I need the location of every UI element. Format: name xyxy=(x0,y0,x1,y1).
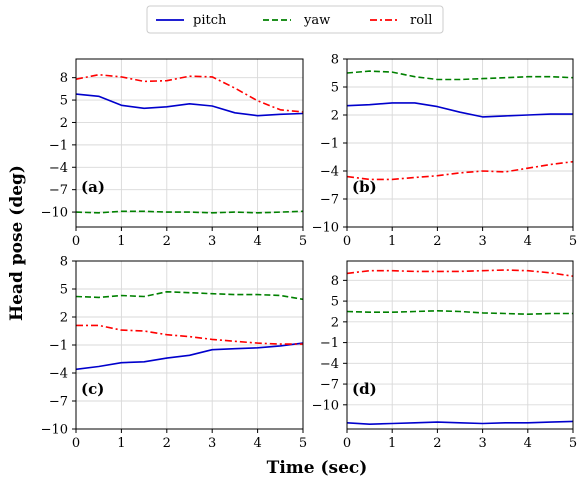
x-tick-label: 0 xyxy=(72,234,80,249)
x-tick-label: 3 xyxy=(478,234,486,249)
x-tick-label: 3 xyxy=(208,436,216,451)
y-tick-label: −10 xyxy=(312,221,339,236)
panel-label: (c) xyxy=(81,380,104,398)
legend: pitch yaw roll xyxy=(146,5,444,34)
y-tick-label: −1 xyxy=(49,339,68,354)
x-tick-label: 4 xyxy=(524,234,532,249)
series-line-pitch xyxy=(346,102,573,118)
y-tick-label: −4 xyxy=(320,357,339,372)
y-tick-label: −1 xyxy=(320,137,339,152)
y-tick-label: 5 xyxy=(60,94,68,109)
y-tick-label: −7 xyxy=(49,183,68,198)
y-tick-label: 8 xyxy=(331,53,339,68)
y-tick-label: 2 xyxy=(60,116,68,131)
y-tick-label: 5 xyxy=(331,295,339,310)
x-tick-label: 0 xyxy=(343,234,351,249)
y-tick-label: 5 xyxy=(331,81,339,96)
axes-frame xyxy=(75,58,304,228)
x-tick-label: 2 xyxy=(163,234,171,249)
x-tick-label: 2 xyxy=(433,234,441,249)
series-line-yaw xyxy=(346,70,574,81)
y-tick-label: −10 xyxy=(41,206,68,221)
legend-label-pitch: pitch xyxy=(193,13,227,28)
y-tick-label: −1 xyxy=(320,336,339,351)
y-tick-label: −7 xyxy=(320,378,339,393)
y-tick-label: −10 xyxy=(312,398,339,413)
panel-label: (d) xyxy=(352,380,377,398)
panel-b: 0 1 2 3 4 5 8 5 2 −1 −4 −7 −10 (b) xyxy=(312,53,578,250)
series-line-pitch xyxy=(75,93,304,117)
x-tick-label: 1 xyxy=(388,234,396,249)
y-tick-label: 2 xyxy=(331,315,339,330)
x-tick-label: 4 xyxy=(253,436,261,451)
y-axis-title: Head pose (deg) xyxy=(7,165,27,321)
x-tick-label: 5 xyxy=(299,436,307,451)
y-tick-label: −10 xyxy=(41,423,68,438)
x-tick-label: 4 xyxy=(524,436,532,451)
y-tick-label: 2 xyxy=(331,109,339,124)
series-line-roll xyxy=(346,160,574,181)
x-tick-label: 3 xyxy=(478,436,486,451)
x-tick-label: 2 xyxy=(163,436,171,451)
panel-c: 0 1 2 3 4 5 8 5 2 −1 −4 −7 −10 (c) xyxy=(41,255,308,452)
y-tick-label: −4 xyxy=(320,165,339,180)
series-line-yaw xyxy=(75,290,304,301)
x-tick-label: 1 xyxy=(117,436,125,451)
x-tick-label: 5 xyxy=(569,234,577,249)
x-tick-label: 0 xyxy=(72,436,80,451)
x-tick-label: 1 xyxy=(117,234,125,249)
series-line-roll xyxy=(346,269,574,277)
y-tick-label: −4 xyxy=(49,161,68,176)
panel-a: 0 1 2 3 4 5 8 5 2 −1 −4 −7 −10 (a) xyxy=(41,58,307,249)
legend-box xyxy=(146,5,444,34)
legend-label-roll: roll xyxy=(410,13,432,28)
x-tick-label: 5 xyxy=(299,234,307,249)
y-tick-label: −7 xyxy=(49,395,68,410)
y-tick-label: −4 xyxy=(49,367,68,382)
x-tick-label: 2 xyxy=(433,436,441,451)
legend-label-yaw: yaw xyxy=(303,13,330,28)
x-tick-label: 1 xyxy=(388,436,396,451)
series-line-pitch xyxy=(346,420,574,426)
y-tick-label: 8 xyxy=(60,71,68,86)
panel-label: (a) xyxy=(81,178,105,196)
panel-label: (b) xyxy=(352,178,377,196)
axes-frame xyxy=(346,260,574,430)
series-line-roll xyxy=(76,324,303,345)
y-tick-label: 8 xyxy=(60,255,68,270)
series-line-roll xyxy=(75,73,304,113)
x-tick-label: 0 xyxy=(343,436,351,451)
y-tick-label: 5 xyxy=(60,283,68,298)
series-line-yaw xyxy=(75,210,304,214)
y-tick-label: 8 xyxy=(331,274,339,289)
x-tick-label: 3 xyxy=(208,234,216,249)
x-tick-label: 4 xyxy=(253,234,261,249)
series-line-pitch xyxy=(75,342,304,371)
y-tick-label: −7 xyxy=(320,193,339,208)
y-tick-label: −1 xyxy=(49,138,68,153)
x-axis-title: Time (sec) xyxy=(267,458,368,478)
x-tick-label: 5 xyxy=(569,436,577,451)
panel-d: 0 1 2 3 4 5 8 5 2 −1 −4 −7 −10 (d) xyxy=(312,260,577,451)
series-line-yaw xyxy=(346,309,573,316)
y-tick-label: 2 xyxy=(60,311,68,326)
